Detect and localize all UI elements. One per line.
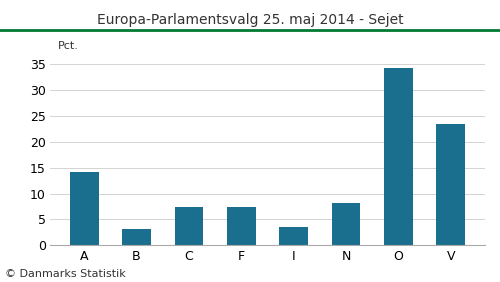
Bar [174,207,204,245]
Bar [227,207,256,245]
Text: Pct.: Pct. [58,41,79,51]
Bar [122,229,151,245]
Bar [384,68,413,245]
Text: © Danmarks Statistik: © Danmarks Statistik [5,269,126,279]
Bar [332,203,360,245]
Text: Europa-Parlamentsvalg 25. maj 2014 - Sejet: Europa-Parlamentsvalg 25. maj 2014 - Sej… [96,13,404,27]
Bar [436,124,465,245]
Bar [280,227,308,245]
Bar [70,172,98,245]
